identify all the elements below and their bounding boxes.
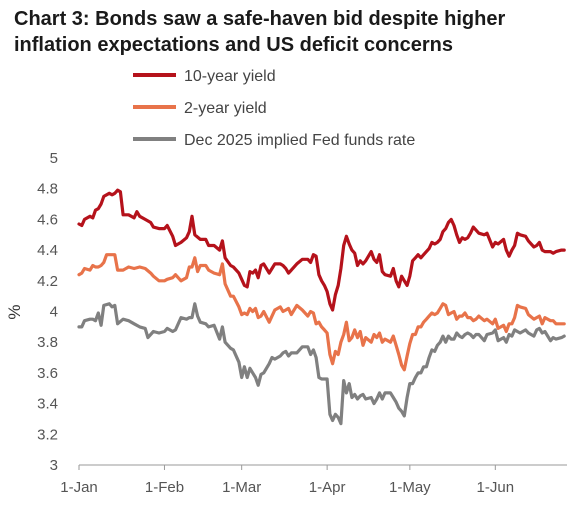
y-tick-label: 4	[50, 304, 58, 321]
x-tick-label: 1-Jan	[60, 479, 98, 496]
chart-title: Chart 3: Bonds saw a safe-haven bid desp…	[14, 8, 506, 56]
x-tick-label: 1-Apr	[309, 479, 346, 496]
legend-label: 2-year yield	[184, 100, 267, 117]
y-tick-label: 5	[50, 150, 58, 167]
y-tick-label: 3	[50, 457, 58, 474]
y-tick-label: 3.4	[37, 396, 58, 413]
y-tick-label: 3.6	[37, 365, 58, 382]
y-tick-label: 4.4	[37, 242, 58, 259]
y-tick-label: 4.6	[37, 211, 58, 228]
series-line-1	[77, 188, 566, 312]
x-axis: 1-Jan 1-Feb 1-Mar 1-Apr 1-May 1-Jun	[60, 464, 567, 496]
y-axis-label: %	[5, 304, 24, 319]
legend-label: Dec 2025 implied Fed funds rate	[184, 132, 415, 149]
series-line-2	[77, 253, 566, 372]
y-axis: 3 3.2 3.4 3.6 3.8 4 4.2 4.4 4.6 4.8 5	[37, 150, 58, 474]
x-tick-label: 1-Mar	[222, 479, 261, 496]
series-layer	[77, 188, 566, 426]
y-tick-label: 4.8	[37, 181, 58, 198]
legend-label: 10-year yield	[184, 68, 276, 85]
y-tick-label: 3.8	[37, 334, 58, 351]
y-tick-label: 4.2	[37, 273, 58, 290]
x-tick-label: 1-May	[389, 479, 431, 496]
legend: 10-year yield 2-year yield Dec 2025 implie…	[133, 68, 415, 149]
y-tick-label: 3.2	[37, 426, 58, 443]
x-tick-label: 1-Feb	[145, 479, 184, 496]
x-tick-label: 1-Jun	[477, 479, 515, 496]
series-line-3	[77, 302, 566, 426]
